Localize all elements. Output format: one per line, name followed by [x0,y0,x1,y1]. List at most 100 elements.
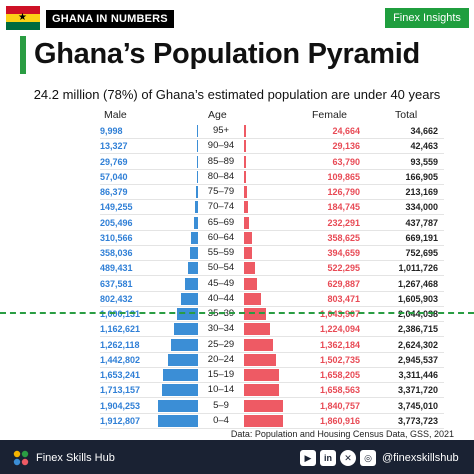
pyramid-row: 86,379 75–79 126,790 213,169 [0,185,474,200]
male-value-label: 9,998 [100,124,156,139]
x-icon[interactable]: ✕ [340,450,356,466]
male-value-label: 149,255 [100,200,156,215]
age-group-label: 45–49 [198,277,244,292]
age-group-label: 20–24 [198,353,244,368]
male-bar [188,262,198,274]
age-group-label: 30–34 [198,322,244,337]
pyramid-row: 1,162,621 30–34 1,224,094 2,386,715 [0,322,474,337]
male-bar [162,384,198,396]
age-group-label: 35–39 [198,307,244,322]
pyramid-row: 205,496 65–69 232,291 437,787 [0,216,474,231]
female-bar [244,369,279,381]
male-value-label: 57,040 [100,170,156,185]
age-group-label: 0–4 [198,414,244,429]
finex-logo-icon [12,449,30,467]
female-bar [244,293,261,305]
male-value-label: 1,653,241 [100,368,156,383]
female-value-label: 1,043,907 [304,307,360,322]
pyramid-row: 802,432 40–44 803,471 1,605,903 [0,292,474,307]
male-value-label: 1,912,807 [100,414,156,429]
instagram-icon[interactable]: ◎ [360,450,376,466]
total-value-label: 42,463 [388,139,438,154]
male-bar [190,247,198,259]
linkedin-icon[interactable]: in [320,450,336,466]
age-group-label: 25–29 [198,338,244,353]
age-group-label: 60–64 [198,231,244,246]
male-bar [163,369,198,381]
age-group-label: 5–9 [198,399,244,414]
male-bar [191,232,198,244]
total-value-label: 2,945,537 [388,353,438,368]
age-group-label: 90–94 [198,139,244,154]
subtitle: 24.2 million (78%) of Ghana’s estimated … [0,86,474,104]
total-value-label: 3,745,010 [388,399,438,414]
male-value-label: 205,496 [100,216,156,231]
age-group-label: 75–79 [198,185,244,200]
female-bar [244,217,249,229]
pyramid-row: 637,581 45–49 629,887 1,267,468 [0,277,474,292]
footer: Finex Skills Hub ▶ in ✕ ◎ @finexskillshu… [0,440,474,474]
pyramid-row: 489,431 50–54 522,295 1,011,726 [0,261,474,276]
male-bar [168,354,198,366]
female-bar [244,232,252,244]
male-value-label: 13,327 [100,139,156,154]
female-value-label: 29,136 [304,139,360,154]
male-value-label: 1,000,131 [100,307,156,322]
male-value-label: 489,431 [100,261,156,276]
total-value-label: 669,191 [388,231,438,246]
male-bar [158,415,198,427]
female-bar [244,308,266,320]
total-value-label: 213,169 [388,185,438,200]
total-value-label: 166,905 [388,170,438,185]
total-value-label: 437,787 [388,216,438,231]
female-value-label: 1,658,205 [304,368,360,383]
total-value-label: 3,773,723 [388,414,438,429]
female-value-label: 1,840,757 [304,399,360,414]
female-bar [244,156,246,168]
age-group-label: 10–14 [198,383,244,398]
total-value-label: 2,386,715 [388,322,438,337]
female-value-label: 1,860,916 [304,414,360,429]
under-40-divider-line [0,312,474,314]
male-bar [174,323,198,335]
male-value-label: 1,162,621 [100,322,156,337]
age-group-label: 40–44 [198,292,244,307]
female-bar [244,384,279,396]
total-value-label: 34,662 [388,124,438,139]
female-bar [244,323,270,335]
female-value-label: 629,887 [304,277,360,292]
total-value-label: 1,267,468 [388,277,438,292]
male-value-label: 310,566 [100,231,156,246]
total-value-label: 2,044,038 [388,307,438,322]
male-bar [177,308,198,320]
female-value-label: 803,471 [304,292,360,307]
pyramid-row: 29,769 85–89 63,790 93,559 [0,155,474,170]
female-value-label: 358,625 [304,231,360,246]
male-value-label: 86,379 [100,185,156,200]
male-value-label: 802,432 [100,292,156,307]
header: ★ GHANA IN NUMBERS Finex Insights Ghana’… [0,0,474,90]
male-bar [181,293,198,305]
youtube-icon[interactable]: ▶ [300,450,316,466]
female-bar [244,400,283,412]
female-bar [244,247,252,259]
kicker-label: GHANA IN NUMBERS [46,10,174,28]
female-value-label: 126,790 [304,185,360,200]
pyramid-row: 310,566 60–64 358,625 669,191 [0,231,474,246]
male-bar [185,278,198,290]
total-value-label: 3,371,720 [388,383,438,398]
social-handle[interactable]: @finexskillshub [382,451,459,465]
total-value-label: 1,605,903 [388,292,438,307]
female-value-label: 522,295 [304,261,360,276]
page-title: Ghana’s Population Pyramid [34,34,420,74]
female-value-label: 394,659 [304,246,360,261]
female-bar [244,262,255,274]
pyramid-row: 1,904,253 5–9 1,840,757 3,745,010 [0,399,474,414]
age-group-label: 65–69 [198,216,244,231]
age-group-label: 85–89 [198,155,244,170]
pyramid-row: 1,912,807 0–4 1,860,916 3,773,723 [0,414,474,429]
pyramid-row: 358,036 55–59 394,659 752,695 [0,246,474,261]
female-value-label: 1,658,563 [304,383,360,398]
age-column-header: Age [208,108,227,122]
female-value-label: 1,502,735 [304,353,360,368]
